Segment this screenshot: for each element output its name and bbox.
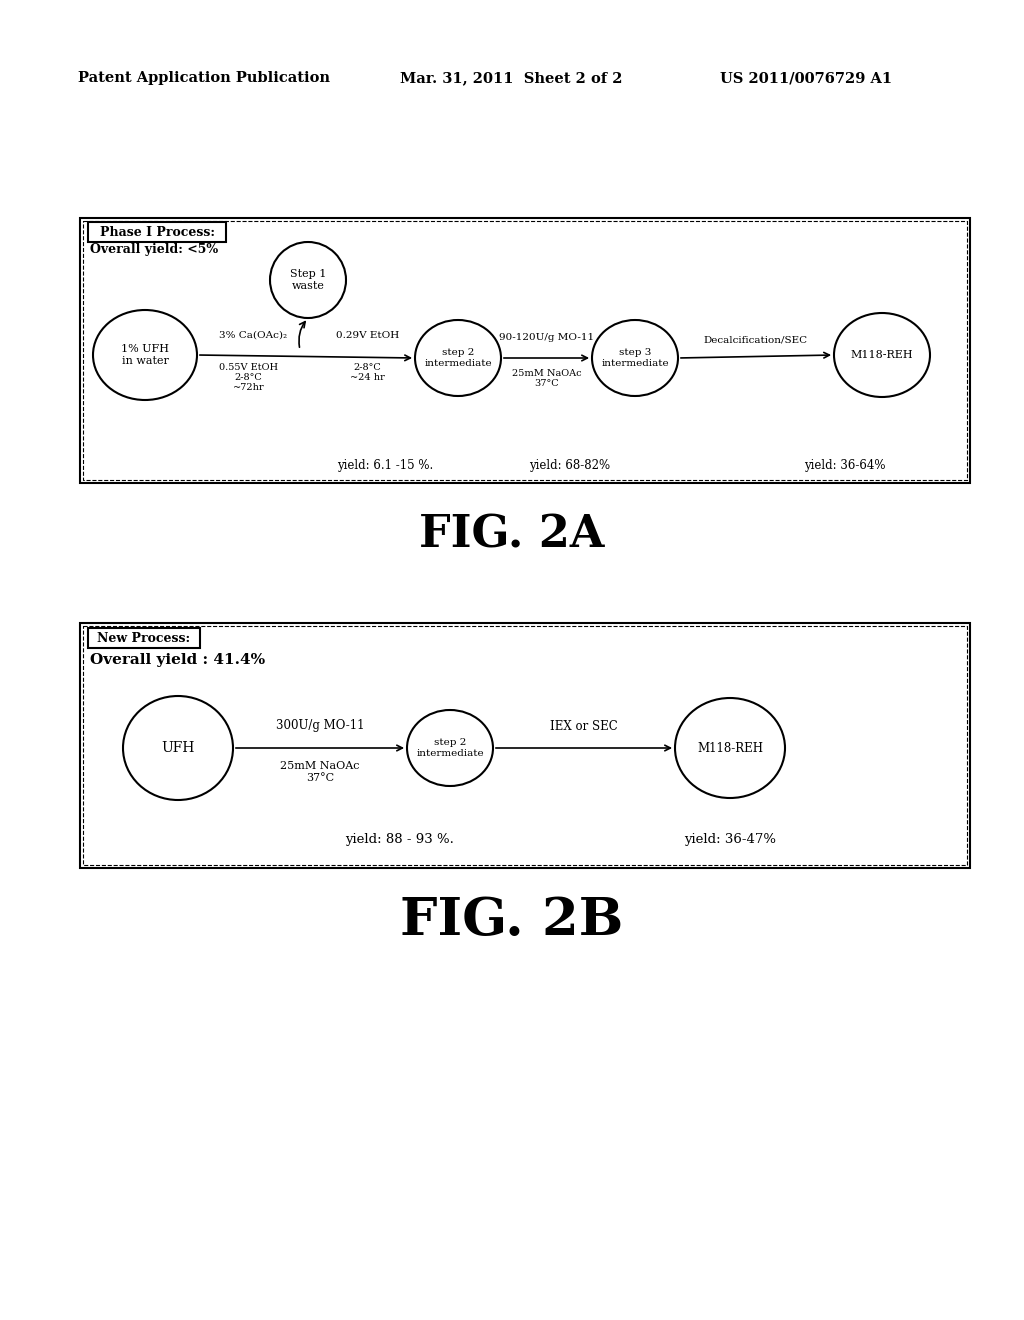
Text: 37°C: 37°C <box>306 774 334 783</box>
Text: Patent Application Publication: Patent Application Publication <box>78 71 330 84</box>
FancyBboxPatch shape <box>80 218 970 483</box>
Text: FIG. 2A: FIG. 2A <box>419 513 605 557</box>
Text: IEX or SEC: IEX or SEC <box>550 719 617 733</box>
Text: Overall yield: <5%: Overall yield: <5% <box>90 243 218 256</box>
Text: Overall yield : 41.4%: Overall yield : 41.4% <box>90 653 265 667</box>
Text: Mar. 31, 2011  Sheet 2 of 2: Mar. 31, 2011 Sheet 2 of 2 <box>400 71 623 84</box>
Text: step 2
intermediate: step 2 intermediate <box>416 738 483 758</box>
Text: yield: 6.1 -15 %.: yield: 6.1 -15 %. <box>337 458 433 471</box>
Text: M118-REH: M118-REH <box>697 742 763 755</box>
Ellipse shape <box>93 310 197 400</box>
Text: 0.29V EtOH: 0.29V EtOH <box>336 330 399 339</box>
Text: 2-8°C: 2-8°C <box>234 374 262 383</box>
Ellipse shape <box>415 319 501 396</box>
Text: Step 1
waste: Step 1 waste <box>290 269 327 292</box>
Ellipse shape <box>834 313 930 397</box>
Text: yield: 36-64%: yield: 36-64% <box>804 458 886 471</box>
Text: UFH: UFH <box>162 741 195 755</box>
Text: Decalcification/SEC: Decalcification/SEC <box>703 335 808 345</box>
Ellipse shape <box>123 696 233 800</box>
Text: 1% UFH
in water: 1% UFH in water <box>121 343 169 366</box>
Text: 90-120U/g MO-11: 90-120U/g MO-11 <box>499 334 594 342</box>
Ellipse shape <box>407 710 493 785</box>
Circle shape <box>270 242 346 318</box>
Text: FIG. 2B: FIG. 2B <box>400 895 624 945</box>
Ellipse shape <box>675 698 785 799</box>
Text: 25mM NaOAc: 25mM NaOAc <box>281 762 359 771</box>
Text: yield: 88 - 93 %.: yield: 88 - 93 %. <box>345 833 455 846</box>
FancyBboxPatch shape <box>80 623 970 869</box>
Text: US 2011/0076729 A1: US 2011/0076729 A1 <box>720 71 892 84</box>
Text: 25mM NaOAc: 25mM NaOAc <box>512 368 582 378</box>
FancyBboxPatch shape <box>88 628 200 648</box>
Text: yield: 68-82%: yield: 68-82% <box>529 458 610 471</box>
Text: ~24 hr: ~24 hr <box>350 374 385 383</box>
Text: 3% Ca(OAc)₂: 3% Ca(OAc)₂ <box>219 330 288 339</box>
Text: 2-8°C: 2-8°C <box>353 363 381 372</box>
Text: M118-REH: M118-REH <box>851 350 913 360</box>
Text: ~72hr: ~72hr <box>232 384 264 392</box>
Text: 37°C: 37°C <box>535 379 559 388</box>
Text: step 3
intermediate: step 3 intermediate <box>601 348 669 368</box>
Ellipse shape <box>592 319 678 396</box>
FancyBboxPatch shape <box>88 222 226 242</box>
Text: 300U/g MO-11: 300U/g MO-11 <box>275 719 365 733</box>
Text: New Process:: New Process: <box>97 631 190 644</box>
Text: Phase I Process:: Phase I Process: <box>99 226 214 239</box>
Text: yield: 36-47%: yield: 36-47% <box>684 833 776 846</box>
Text: step 2
intermediate: step 2 intermediate <box>424 348 492 368</box>
Text: 0.55V EtOH: 0.55V EtOH <box>219 363 279 372</box>
